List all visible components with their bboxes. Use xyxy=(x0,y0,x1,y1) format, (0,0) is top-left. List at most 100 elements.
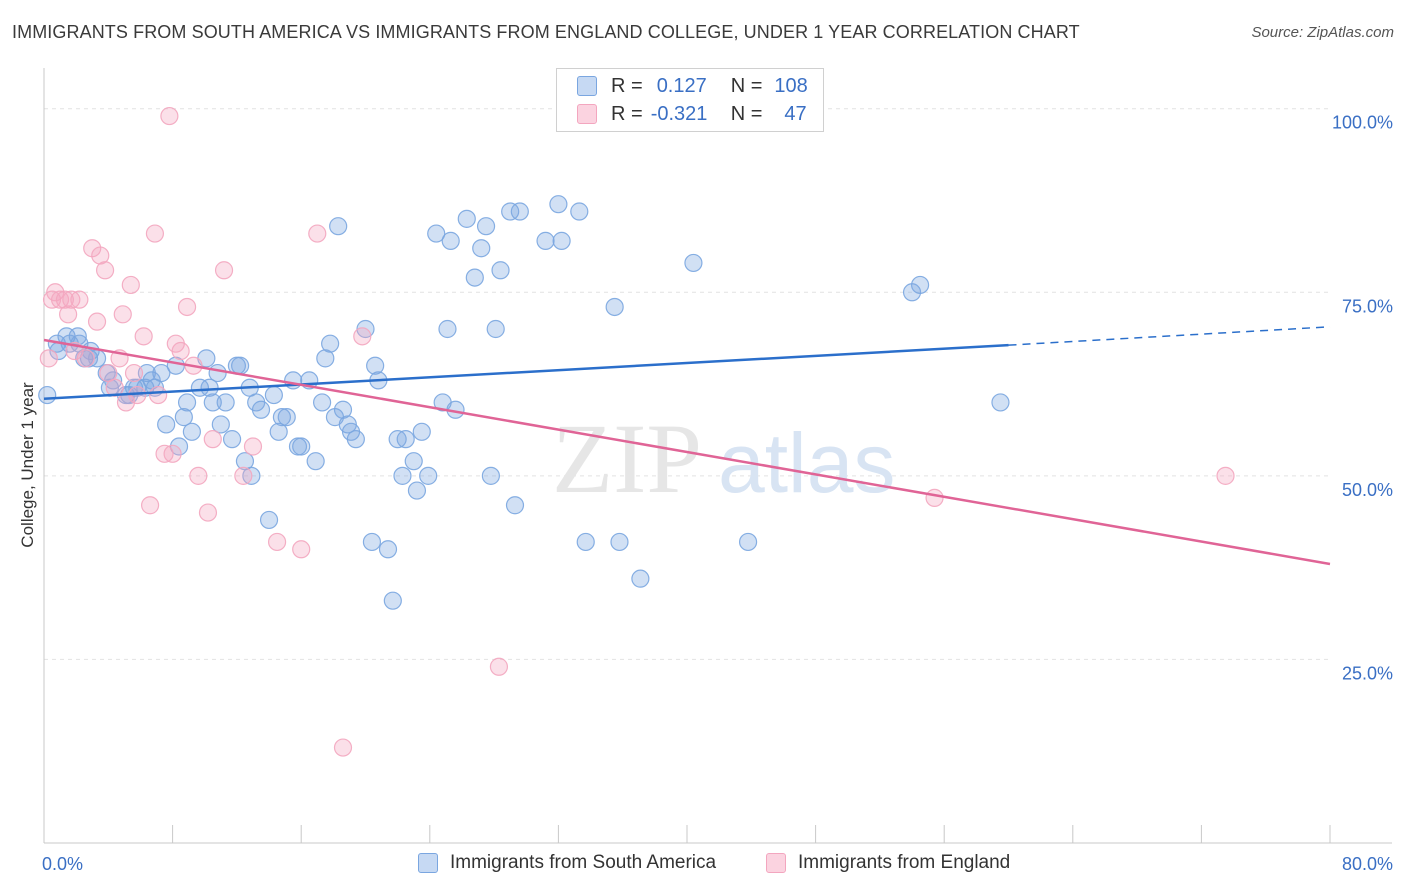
point-england xyxy=(243,437,263,456)
point-south-america xyxy=(203,393,222,412)
point-england xyxy=(353,327,372,346)
point-south-america xyxy=(407,481,427,500)
point-england xyxy=(70,290,89,309)
point-south-america xyxy=(190,378,210,397)
watermark-zip: ZIP xyxy=(552,403,702,514)
n-value: 47 xyxy=(784,102,807,125)
n-label: N = xyxy=(730,74,763,97)
point-south-america xyxy=(264,385,283,405)
legend-swatch-south-america xyxy=(418,853,438,873)
point-south-america xyxy=(157,415,176,434)
stats-row-england: R = -0.321 N = 47 xyxy=(577,101,807,127)
point-south-america xyxy=(505,496,525,515)
point-south-america xyxy=(38,385,57,405)
point-south-america xyxy=(549,195,568,214)
point-south-america xyxy=(438,319,457,339)
point-england xyxy=(333,738,353,757)
grid-lines xyxy=(44,108,1330,660)
swatch-south-america xyxy=(577,76,597,96)
point-south-america xyxy=(272,408,292,427)
point-south-america xyxy=(536,231,555,250)
r-value: -0.321 xyxy=(650,102,708,125)
point-south-america xyxy=(152,363,171,383)
swatch-england xyxy=(577,104,597,124)
point-south-america xyxy=(404,452,423,471)
point-england xyxy=(95,261,115,280)
point-england xyxy=(145,224,165,243)
point-south-america xyxy=(486,319,505,339)
point-england xyxy=(234,466,253,485)
point-england xyxy=(489,657,509,676)
point-south-america xyxy=(631,569,650,588)
point-england xyxy=(91,246,110,265)
point-south-america xyxy=(465,268,484,287)
point-south-america xyxy=(576,532,595,552)
point-south-america xyxy=(269,422,288,441)
watermark: ZIP atlas xyxy=(552,403,895,514)
point-england xyxy=(76,349,95,368)
x-tick-label: 0.0% xyxy=(42,854,83,874)
n-value: 108 xyxy=(774,74,808,97)
point-south-america xyxy=(277,408,296,427)
point-england xyxy=(140,496,160,515)
y-tick-label: 100.0% xyxy=(1332,113,1393,133)
point-south-america xyxy=(991,393,1010,412)
point-south-america xyxy=(306,452,325,471)
point-south-america xyxy=(366,356,385,375)
trend-line-england xyxy=(43,338,1331,566)
point-england xyxy=(203,430,222,449)
point-england xyxy=(267,532,287,552)
point-england xyxy=(171,341,190,361)
point-south-america xyxy=(552,231,571,250)
point-south-america xyxy=(259,510,279,530)
point-south-america xyxy=(684,253,703,273)
n-label: N = xyxy=(730,102,763,125)
series-south-america xyxy=(38,195,1010,610)
point-england xyxy=(160,106,179,126)
point-england xyxy=(189,466,208,485)
legend-swatch-england xyxy=(766,853,786,873)
point-south-america xyxy=(472,239,491,258)
point-england xyxy=(1216,466,1235,485)
series-legend: Immigrants from South America Immigrants… xyxy=(0,852,1406,878)
y-tick-label: 50.0% xyxy=(1342,480,1393,500)
point-england xyxy=(105,378,124,397)
legend-item-england[interactable]: Immigrants from England xyxy=(766,852,1010,874)
point-england xyxy=(149,385,168,405)
point-south-america xyxy=(216,393,235,412)
point-south-america xyxy=(491,261,510,280)
point-england xyxy=(292,540,311,559)
point-south-america xyxy=(211,415,230,434)
point-england xyxy=(55,290,74,309)
point-south-america xyxy=(481,466,500,485)
point-south-america xyxy=(427,224,446,243)
point-england xyxy=(59,305,78,324)
legend-label-south-america: Immigrants from South America xyxy=(450,852,717,873)
point-south-america xyxy=(383,591,402,610)
point-south-america xyxy=(412,422,431,441)
y-tick-label: 75.0% xyxy=(1342,296,1393,316)
point-south-america xyxy=(457,209,476,228)
point-england xyxy=(121,275,140,295)
point-south-america xyxy=(231,356,250,375)
point-south-america xyxy=(396,430,415,449)
point-south-america xyxy=(208,363,227,383)
point-south-america xyxy=(476,217,496,236)
point-south-america xyxy=(200,378,219,397)
point-south-america xyxy=(316,349,335,368)
point-south-america xyxy=(378,540,398,559)
chart-title: IMMIGRANTS FROM SOUTH AMERICA VS IMMIGRA… xyxy=(12,22,1080,42)
point-south-america xyxy=(610,532,629,552)
point-england xyxy=(124,363,144,383)
point-england xyxy=(87,312,107,331)
point-south-america xyxy=(222,430,242,449)
r-label: R = xyxy=(611,74,643,97)
legend-item-south-america[interactable]: Immigrants from South America xyxy=(418,852,716,874)
trend-lines xyxy=(43,326,1331,566)
r-label: R = xyxy=(611,102,643,125)
point-south-america xyxy=(321,334,340,353)
point-south-america xyxy=(510,202,529,221)
point-england xyxy=(163,444,182,463)
point-south-america xyxy=(441,231,460,250)
